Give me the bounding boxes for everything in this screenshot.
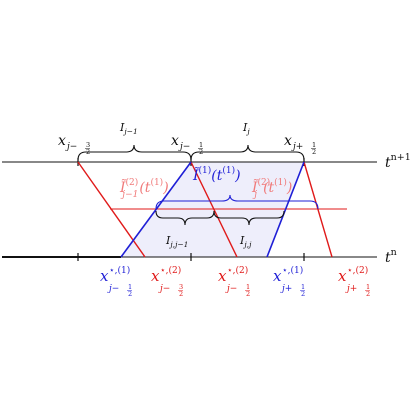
svg-text:2: 2 [246,290,250,298]
bottom-node-label-1: x ⋆,(1) j− 1 2 [100,265,132,298]
lower-cell-label-2: Ij,j [239,234,252,249]
svg-text:1: 1 [199,141,203,149]
svg-text:2: 2 [366,290,370,298]
top-node-label-3: x j+ 1 2 [284,133,316,156]
svg-text:3: 3 [86,141,90,149]
svg-text:j+: j+ [280,284,292,294]
svg-text:1: 1 [128,283,132,291]
svg-text:2: 2 [312,148,316,156]
blue-characteristic-2 [266,161,305,258]
middle-label-right-red: Ĩ(2) j (t(1)) [251,177,292,200]
bottom-node-label-2: x ⋆,(2) j− 3 2 [151,265,183,298]
svg-text:j+: j+ [345,284,357,294]
lower-cell-label-1: Ij,j−1 [165,234,188,249]
svg-text:x: x [151,267,160,285]
svg-text:x: x [100,267,109,285]
red-characteristic-1 [77,161,146,258]
brace-lower-left [155,210,215,226]
svg-text:2: 2 [199,148,203,156]
bottom-node-label-3: x ⋆,(2) j− 1 2 [218,265,250,298]
upper-time-label: tn+1 [385,152,411,171]
svg-text:j−: j− [225,284,237,294]
middle-label-left-red: Ĩ(2) j−1(t(1)) [119,177,169,200]
brace-top-left [77,144,192,161]
lower-time-label: tn [385,247,397,266]
svg-text:⋆,(1): ⋆,(1) [282,265,303,276]
svg-text:⋆,(2): ⋆,(2) [160,265,181,276]
svg-text:3: 3 [179,283,183,291]
brace-top-right [190,144,305,161]
svg-text:1: 1 [366,283,370,291]
svg-text:2: 2 [128,290,132,298]
svg-text:2: 2 [86,148,90,156]
red-characteristic-3 [303,161,333,258]
bottom-node-label-4: x ⋆,(1) j+ 1 2 [273,265,305,298]
svg-text:j−: j− [178,142,190,152]
top-node-label-2: x j− 1 2 [171,133,203,156]
brace-lower-right [213,210,285,226]
blue-characteristic-1 [120,161,192,258]
svg-text:x: x [338,267,347,285]
svg-text:⋆,(1): ⋆,(1) [109,265,130,276]
top-node-label-1: x j− 3 2 [58,133,90,156]
bottom-node-label-5: x ⋆,(2) j+ 1 2 [338,265,370,298]
svg-text:1: 1 [246,283,250,291]
svg-text:1: 1 [312,141,316,149]
svg-text:x: x [58,133,66,149]
svg-text:x: x [218,267,227,285]
svg-text:1: 1 [301,283,305,291]
svg-text:j−: j− [107,284,119,294]
svg-text:j+: j+ [291,142,303,152]
svg-text:x: x [171,133,179,149]
svg-text:2: 2 [301,290,305,298]
svg-text:j−: j− [158,284,170,294]
svg-text:x: x [273,267,282,285]
svg-text:⋆,(2): ⋆,(2) [227,265,248,276]
brace-blue [155,194,319,210]
svg-text:x: x [284,133,292,149]
top-cell-label-2: Ij [242,121,250,136]
svg-text:⋆,(2): ⋆,(2) [347,265,368,276]
top-cell-label-1: Ij−1 [119,121,138,136]
middle-label-center-blue: Ĩ(1)(t(1)) [192,165,241,184]
svg-text:2: 2 [179,290,183,298]
red-characteristic-2 [190,161,238,258]
shaded-region [121,162,304,257]
svg-text:j−: j− [65,142,77,152]
